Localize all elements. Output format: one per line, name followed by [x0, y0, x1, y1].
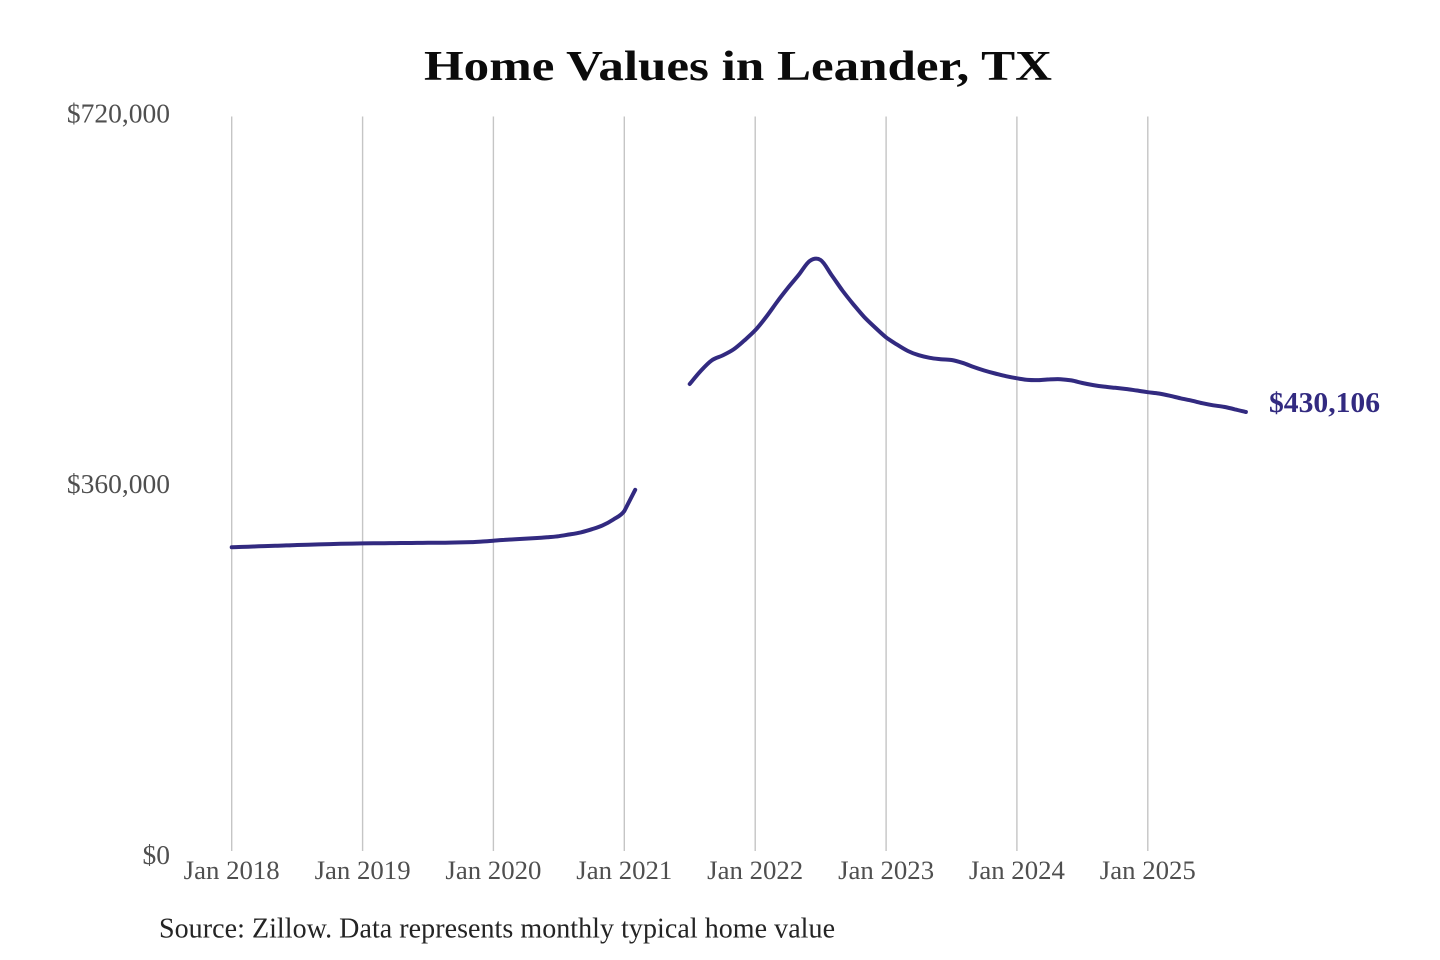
- svg-text:Source: Zillow. Data represent: Source: Zillow. Data represents monthly …: [159, 914, 835, 945]
- svg-text:Jan 2021: Jan 2021: [576, 855, 672, 885]
- svg-text:Jan 2019: Jan 2019: [315, 855, 411, 885]
- svg-text:Jan 2025: Jan 2025: [1100, 855, 1196, 885]
- svg-text:Jan 2020: Jan 2020: [445, 855, 541, 885]
- svg-text:$430,106: $430,106: [1269, 387, 1380, 419]
- svg-text:$720,000: $720,000: [67, 98, 170, 129]
- svg-text:Jan 2022: Jan 2022: [707, 855, 803, 885]
- svg-text:Jan 2018: Jan 2018: [184, 855, 280, 885]
- svg-text:Jan 2023: Jan 2023: [838, 855, 934, 885]
- svg-text:$360,000: $360,000: [67, 468, 170, 499]
- svg-text:Jan 2024: Jan 2024: [969, 855, 1065, 885]
- svg-text:Home Values in Leander, TX: Home Values in Leander, TX: [424, 44, 1052, 90]
- svg-text:$0: $0: [143, 839, 171, 870]
